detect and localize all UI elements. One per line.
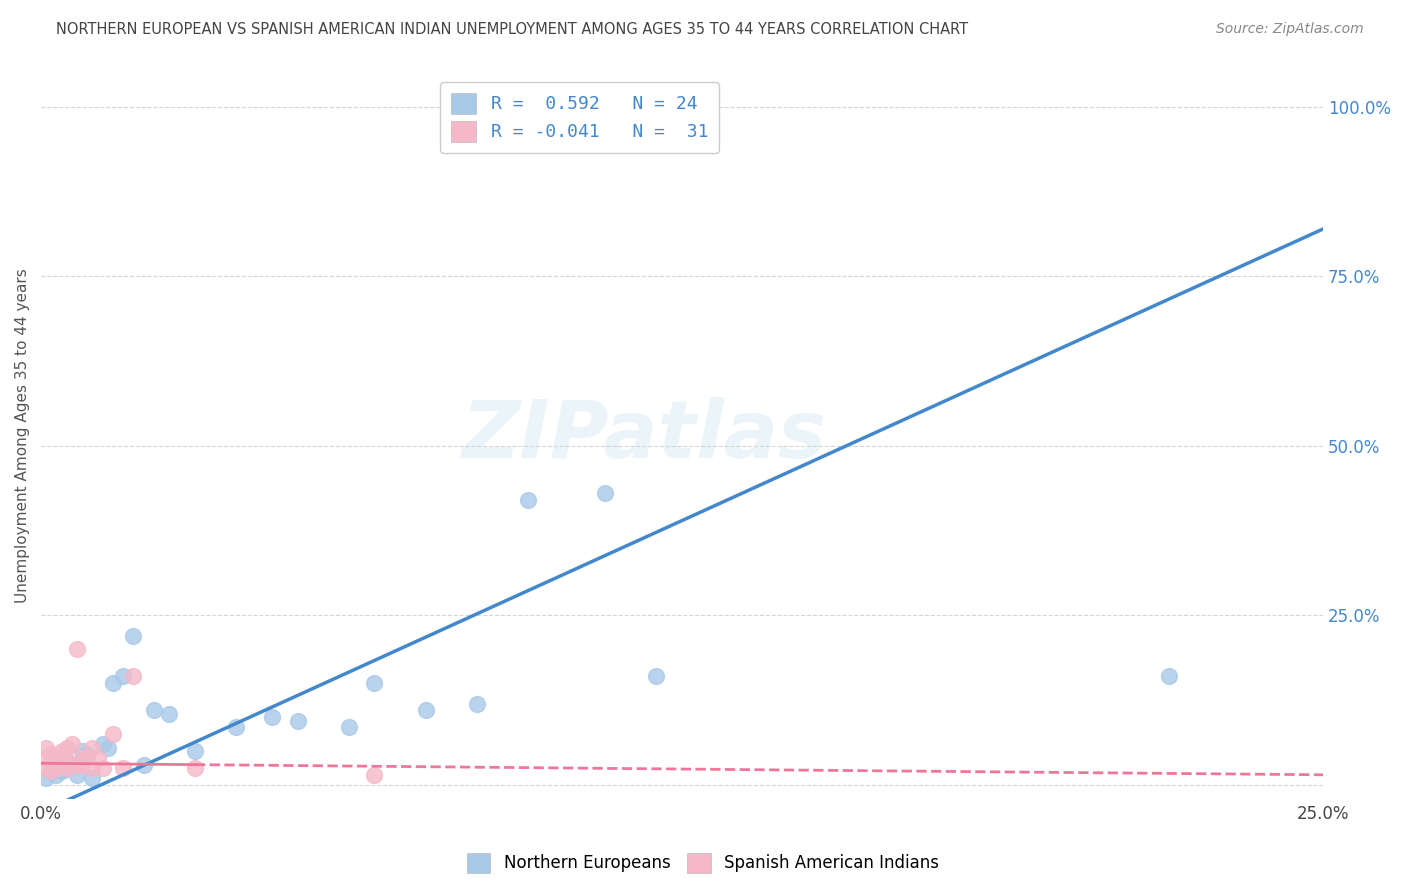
Point — [51, 744, 73, 758]
Point — [132, 757, 155, 772]
Point — [97, 740, 120, 755]
Point — [45, 757, 67, 772]
Point — [70, 744, 93, 758]
Point — [66, 757, 89, 772]
Point — [260, 710, 283, 724]
Point — [66, 642, 89, 657]
Point — [82, 761, 104, 775]
Point — [1159, 669, 1181, 683]
Point — [337, 720, 360, 734]
Point — [35, 771, 58, 785]
Point — [35, 761, 58, 775]
Point — [76, 751, 98, 765]
Point — [593, 486, 616, 500]
Point — [122, 669, 145, 683]
Point — [157, 706, 180, 721]
Point — [122, 629, 145, 643]
Point — [55, 754, 77, 768]
Point — [287, 714, 309, 728]
Point — [41, 764, 63, 779]
Point — [45, 751, 67, 765]
Point — [45, 761, 67, 775]
Point — [184, 761, 207, 775]
Point — [70, 751, 93, 765]
Point — [51, 764, 73, 779]
Point — [101, 676, 124, 690]
Point — [51, 757, 73, 772]
Point — [465, 697, 488, 711]
Point — [66, 768, 89, 782]
Point — [41, 757, 63, 772]
Point — [51, 757, 73, 772]
Point — [35, 751, 58, 765]
Point — [517, 493, 540, 508]
Point — [60, 737, 83, 751]
Point — [363, 768, 385, 782]
Point — [415, 703, 437, 717]
Point — [91, 737, 114, 751]
Point — [60, 757, 83, 772]
Text: ZIPatlas: ZIPatlas — [461, 397, 827, 475]
Text: NORTHERN EUROPEAN VS SPANISH AMERICAN INDIAN UNEMPLOYMENT AMONG AGES 35 TO 44 YE: NORTHERN EUROPEAN VS SPANISH AMERICAN IN… — [56, 22, 969, 37]
Point — [82, 740, 104, 755]
Point — [76, 747, 98, 762]
Point — [70, 757, 93, 772]
Point — [41, 747, 63, 762]
Point — [225, 720, 247, 734]
Point — [86, 751, 108, 765]
Legend: R =  0.592   N = 24, R = -0.041   N =  31: R = 0.592 N = 24, R = -0.041 N = 31 — [440, 82, 718, 153]
Legend: Northern Europeans, Spanish American Indians: Northern Europeans, Spanish American Ind… — [460, 847, 946, 880]
Point — [645, 669, 668, 683]
Point — [142, 703, 165, 717]
Point — [60, 757, 83, 772]
Point — [51, 752, 73, 766]
Point — [55, 740, 77, 755]
Point — [112, 669, 135, 683]
Point — [45, 768, 67, 782]
Text: Source: ZipAtlas.com: Source: ZipAtlas.com — [1216, 22, 1364, 37]
Point — [35, 740, 58, 755]
Point — [82, 771, 104, 785]
Point — [41, 764, 63, 779]
Point — [112, 761, 135, 775]
Y-axis label: Unemployment Among Ages 35 to 44 years: Unemployment Among Ages 35 to 44 years — [15, 268, 30, 603]
Point — [91, 761, 114, 775]
Point — [363, 676, 385, 690]
Point — [55, 761, 77, 775]
Point — [101, 727, 124, 741]
Point — [184, 744, 207, 758]
Point — [45, 757, 67, 772]
Point — [55, 761, 77, 775]
